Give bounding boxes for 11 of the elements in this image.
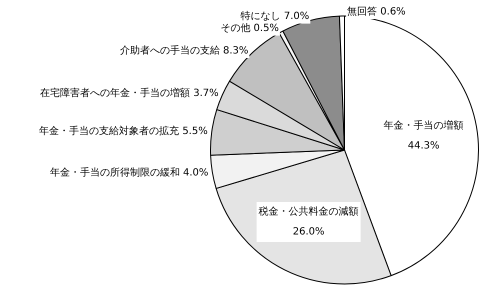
slice-label: 年金・手当の増額: [384, 119, 464, 132]
data-label: 44.3%: [408, 140, 440, 152]
slice-label: 介助者への手当の支給 8.3%: [120, 44, 248, 57]
slice-label: 特になし 7.0%: [240, 10, 310, 22]
slice-label: その他 0.5%: [220, 22, 279, 34]
data-label: 26.0%: [292, 226, 325, 238]
slice-label: 年金・手当の所得制限の緩和 4.0%: [50, 166, 208, 178]
slice-label: 税金・公共料金の減額: [258, 206, 359, 218]
slice-label: 在宅障害者への年金・手当の増額 3.7%: [40, 86, 219, 99]
slice-label: 無回答 0.6%: [347, 6, 406, 18]
slice-label: 年金・手当の支給対象者の拡充 5.5%: [39, 125, 208, 138]
